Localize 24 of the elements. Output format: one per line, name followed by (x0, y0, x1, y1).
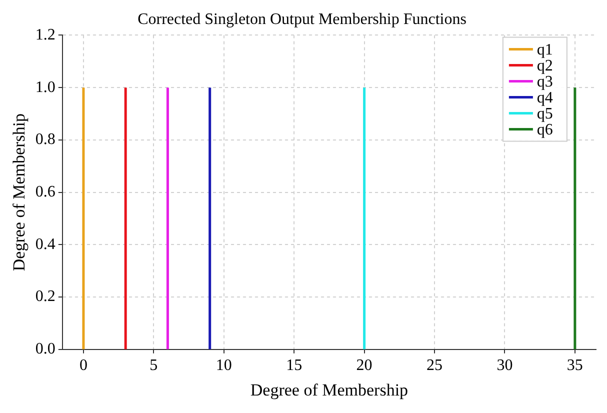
x-tick-label: 5 (150, 357, 158, 374)
chart-title: Corrected Singleton Output Membership Functions (138, 10, 466, 28)
legend-label: q6 (536, 121, 553, 138)
x-tick-label: 10 (216, 357, 232, 374)
y-tick-label: 0.6 (35, 184, 56, 201)
x-tick-label: 35 (566, 357, 583, 374)
y-axis-title: Degree of Membership (10, 113, 29, 272)
y-tick-label: 0.8 (35, 131, 56, 148)
x-tick-label: 25 (426, 357, 443, 374)
legend-label: q3 (536, 73, 553, 90)
x-tick-label: 20 (356, 357, 372, 374)
x-axis-title: Degree of Membership (250, 380, 408, 400)
y-tick-label: 0.4 (35, 236, 56, 253)
legend-label: q1 (536, 41, 553, 58)
y-tick-label: 1.0 (35, 78, 56, 96)
x-tick-label: 30 (496, 357, 513, 374)
legend-label: q5 (536, 105, 553, 122)
y-tick-label: 1.2 (35, 26, 56, 44)
x-tick-label: 0 (79, 357, 88, 374)
y-tick-label: 0.0 (35, 340, 56, 358)
y-tick-label: 0.2 (35, 288, 56, 306)
x-tick-label: 15 (286, 357, 302, 374)
legend-label: q2 (536, 57, 553, 74)
legend-label: q4 (536, 89, 553, 106)
